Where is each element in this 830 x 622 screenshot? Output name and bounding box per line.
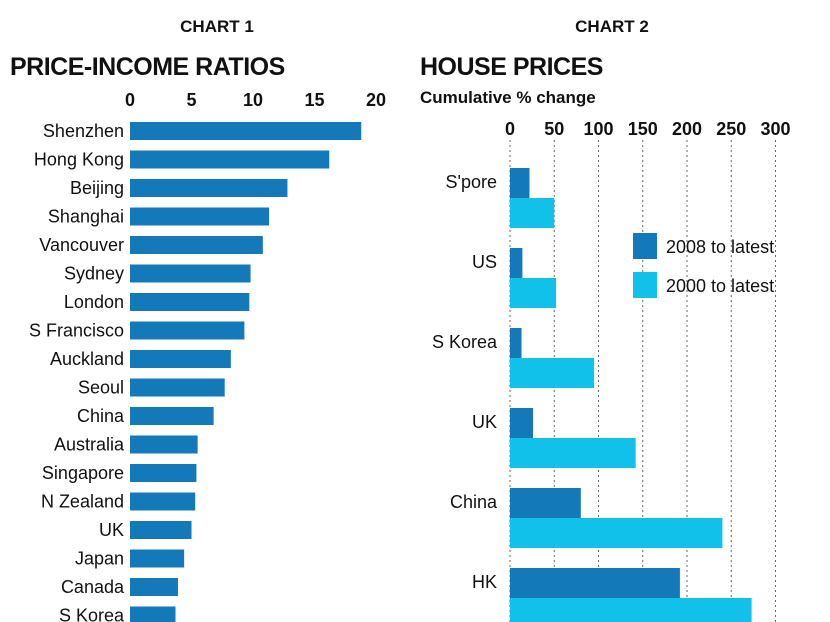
category-label-hk: HK bbox=[472, 572, 497, 592]
chart-2-x-tick: 100 bbox=[583, 119, 613, 139]
chart-1-kicker: CHART 1 bbox=[180, 17, 254, 36]
category-label-auckland: Auckland bbox=[50, 349, 124, 369]
chart-1-x-tick: 5 bbox=[186, 90, 196, 110]
category-label-china: China bbox=[77, 406, 125, 426]
legend-label-2000: 2000 to latest bbox=[666, 276, 774, 296]
bar-us-2008-to-latest bbox=[510, 248, 523, 278]
bar-hk-2008-to-latest bbox=[510, 568, 680, 598]
legend-label-2008: 2008 to latest bbox=[666, 237, 774, 257]
bar-vancouver bbox=[130, 236, 263, 254]
chart-2-subtitle: Cumulative % change bbox=[420, 88, 596, 107]
bar-uk bbox=[130, 521, 192, 539]
bar-us-2000-to-latest bbox=[510, 278, 557, 308]
category-label-japan: Japan bbox=[75, 549, 124, 569]
chart-2-bars bbox=[510, 168, 752, 622]
chart-2-x-tick: 200 bbox=[672, 119, 702, 139]
category-label-s-francisco: S Francisco bbox=[29, 321, 124, 341]
category-label-shenzhen: Shenzhen bbox=[43, 121, 124, 141]
legend-swatch-2000 bbox=[633, 272, 657, 298]
bar-canada bbox=[130, 578, 178, 596]
category-label-seoul: Seoul bbox=[78, 378, 124, 398]
category-label-s-korea: S Korea bbox=[432, 332, 498, 352]
chart-2-x-axis: 0 50 100 150 200 250 300 bbox=[505, 119, 791, 139]
category-label-london: London bbox=[64, 292, 124, 312]
chart-1-x-tick: 0 bbox=[125, 90, 135, 110]
bar-uk-2000-to-latest bbox=[510, 438, 636, 468]
category-label-china: China bbox=[450, 492, 498, 512]
chart-2-x-tick: 0 bbox=[505, 119, 515, 139]
category-label-singapore: Singapore bbox=[42, 463, 124, 483]
bar-s-korea-2008-to-latest bbox=[510, 328, 522, 358]
bar-hong-kong bbox=[130, 150, 330, 169]
chart-1: CHART 1 PRICE-INCOME RATIOS 0 5 10 15 20 She… bbox=[10, 17, 386, 622]
category-label-beijing: Beijing bbox=[70, 178, 124, 198]
category-label-hong-kong: Hong Kong bbox=[34, 150, 124, 170]
chart-2-x-tick: 300 bbox=[760, 119, 790, 139]
bar-s-korea-2000-to-latest bbox=[510, 358, 595, 388]
bar-seoul bbox=[130, 378, 225, 397]
bar-shanghai bbox=[130, 207, 269, 226]
category-label-us: US bbox=[472, 252, 497, 272]
chart-2-title: HOUSE PRICES bbox=[420, 53, 603, 81]
category-label-uk: UK bbox=[99, 520, 124, 540]
category-label-s-pore: S'pore bbox=[446, 172, 497, 192]
category-label-vancouver: Vancouver bbox=[39, 235, 124, 255]
chart-1-title: PRICE-INCOME RATIOS bbox=[10, 53, 285, 81]
bar-china bbox=[130, 407, 214, 425]
category-label-uk: UK bbox=[472, 412, 497, 432]
chart-1-x-axis: 0 5 10 15 20 bbox=[125, 90, 386, 110]
chart-1-x-tick: 20 bbox=[366, 90, 386, 110]
chart-1-x-tick: 15 bbox=[304, 90, 324, 110]
bar-s-korea bbox=[130, 606, 176, 622]
chart-2-legend: 2008 to latest 2000 to latest bbox=[633, 233, 774, 298]
bar-auckland bbox=[130, 350, 231, 368]
category-label-canada: Canada bbox=[61, 577, 125, 597]
bar-london bbox=[130, 293, 250, 311]
chart-1-category-labels: Shenzhen Hong Kong Beijing Shanghai Vancouve… bbox=[29, 121, 125, 622]
bar-s-francisco bbox=[130, 321, 245, 340]
bar-s-pore-2008-to-latest bbox=[510, 168, 530, 198]
chart-1-x-tick: 10 bbox=[243, 90, 263, 110]
chart-1-bars bbox=[130, 122, 362, 622]
bar-sydney bbox=[130, 264, 251, 283]
bar-beijing bbox=[130, 179, 288, 197]
bar-s-pore-2000-to-latest bbox=[510, 198, 555, 228]
chart-2-x-tick: 250 bbox=[716, 119, 746, 139]
bar-shenzhen bbox=[130, 122, 362, 140]
bar-australia bbox=[130, 435, 198, 454]
category-label-s-korea: S Korea bbox=[59, 606, 125, 622]
bar-singapore bbox=[130, 464, 197, 482]
bar-china-2008-to-latest bbox=[510, 488, 581, 518]
bar-hk-2000-to-latest bbox=[510, 598, 752, 622]
chart-2: CHART 2 HOUSE PRICES Cumulative % change… bbox=[420, 17, 791, 622]
bar-china-2000-to-latest bbox=[510, 518, 723, 548]
category-label-sydney: Sydney bbox=[64, 264, 124, 284]
chart-2-category-labels: S'pore US S Korea UK China HK bbox=[432, 172, 498, 592]
category-label-shanghai: Shanghai bbox=[48, 207, 124, 227]
chart-2-kicker: CHART 2 bbox=[575, 17, 649, 36]
chart-2-x-tick: 150 bbox=[628, 119, 658, 139]
bar-japan bbox=[130, 549, 185, 568]
category-label-australia: Australia bbox=[54, 435, 125, 455]
legend-swatch-2008 bbox=[633, 233, 657, 259]
bar-n-zealand bbox=[130, 492, 196, 511]
category-label-n-zealand: N Zealand bbox=[41, 492, 124, 512]
chart-2-x-tick: 50 bbox=[544, 119, 564, 139]
bar-uk-2008-to-latest bbox=[510, 408, 534, 438]
